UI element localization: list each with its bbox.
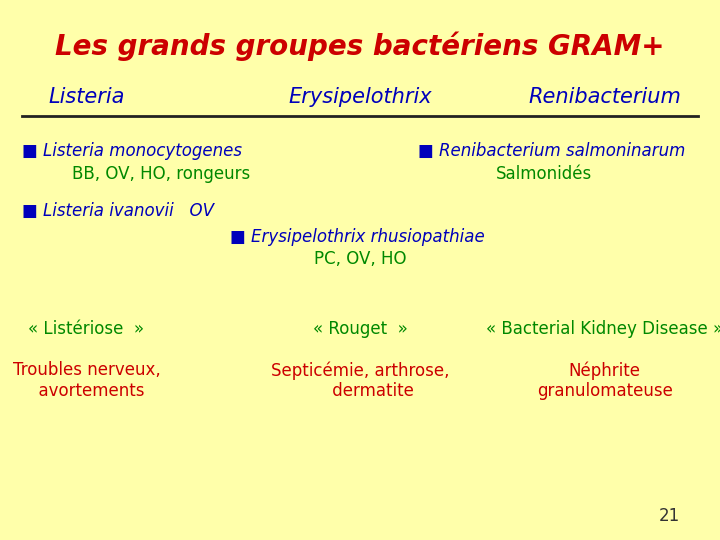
Text: Listeria: Listeria [48, 87, 125, 107]
Text: ■ Listeria ivanovii   OV: ■ Listeria ivanovii OV [22, 201, 214, 220]
Text: Les grands groupes bactériens GRAM+: Les grands groupes bactériens GRAM+ [55, 31, 665, 60]
Text: Septicémie, arthrose,
     dermatite: Septicémie, arthrose, dermatite [271, 361, 449, 400]
Text: « Bacterial Kidney Disease »: « Bacterial Kidney Disease » [486, 320, 720, 339]
Text: 21: 21 [659, 507, 680, 525]
Text: Erysipelothrix: Erysipelothrix [288, 87, 432, 107]
Text: « Listériose  »: « Listériose » [28, 320, 145, 339]
Text: ■ Erysipelothrix rhusiopathiae: ■ Erysipelothrix rhusiopathiae [230, 227, 485, 246]
Text: Troubles nerveux,
  avortements: Troubles nerveux, avortements [12, 361, 161, 400]
Text: Renibacterium: Renibacterium [528, 87, 681, 107]
Text: ■ Listeria monocytogenes: ■ Listeria monocytogenes [22, 142, 242, 160]
Text: PC, OV, HO: PC, OV, HO [314, 250, 406, 268]
Text: ■ Renibacterium salmoninarum: ■ Renibacterium salmoninarum [418, 142, 685, 160]
Text: BB, OV, HO, rongeurs: BB, OV, HO, rongeurs [72, 165, 251, 183]
Text: Néphrite
granulomateuse: Néphrite granulomateuse [537, 361, 672, 400]
Text: Salmonidés: Salmonidés [495, 165, 592, 183]
Text: « Rouget  »: « Rouget » [312, 320, 408, 339]
